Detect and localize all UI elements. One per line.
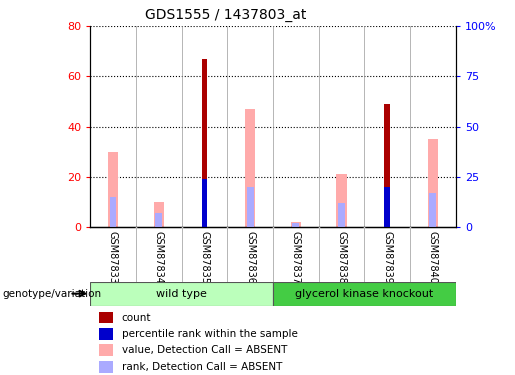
Bar — [108, 152, 118, 227]
Text: wild type: wild type — [156, 289, 207, 299]
Text: GSM87837: GSM87837 — [291, 231, 301, 284]
Bar — [247, 187, 253, 227]
Bar — [385, 187, 390, 227]
Bar — [202, 59, 207, 227]
Bar — [291, 222, 301, 227]
Text: genotype/variation: genotype/variation — [3, 289, 101, 298]
Bar — [153, 202, 164, 227]
Bar — [428, 139, 438, 227]
Text: glycerol kinase knockout: glycerol kinase knockout — [295, 289, 434, 299]
Text: GSM87833: GSM87833 — [108, 231, 118, 284]
Text: value, Detection Call = ABSENT: value, Detection Call = ABSENT — [122, 345, 287, 355]
Bar — [110, 197, 116, 227]
Bar — [98, 328, 113, 340]
Bar — [430, 193, 436, 227]
Bar — [98, 312, 113, 324]
Text: GSM87838: GSM87838 — [336, 231, 347, 284]
Bar — [273, 282, 456, 306]
Text: GSM87834: GSM87834 — [153, 231, 164, 284]
Bar — [385, 104, 390, 227]
Bar — [98, 345, 113, 356]
Text: GSM87836: GSM87836 — [245, 231, 255, 284]
Text: rank, Detection Call = ABSENT: rank, Detection Call = ABSENT — [122, 362, 282, 372]
Text: GSM87839: GSM87839 — [382, 231, 392, 284]
Bar — [245, 109, 255, 227]
Bar — [155, 213, 162, 227]
Text: GDS1555 / 1437803_at: GDS1555 / 1437803_at — [145, 9, 306, 22]
Bar — [98, 361, 113, 373]
Bar — [338, 203, 345, 227]
Bar — [293, 223, 299, 227]
Text: percentile rank within the sample: percentile rank within the sample — [122, 329, 298, 339]
Text: GSM87835: GSM87835 — [199, 231, 210, 284]
Bar — [90, 282, 273, 306]
Text: GSM87840: GSM87840 — [428, 231, 438, 284]
Bar — [202, 179, 207, 227]
Bar — [336, 174, 347, 227]
Text: count: count — [122, 313, 151, 322]
